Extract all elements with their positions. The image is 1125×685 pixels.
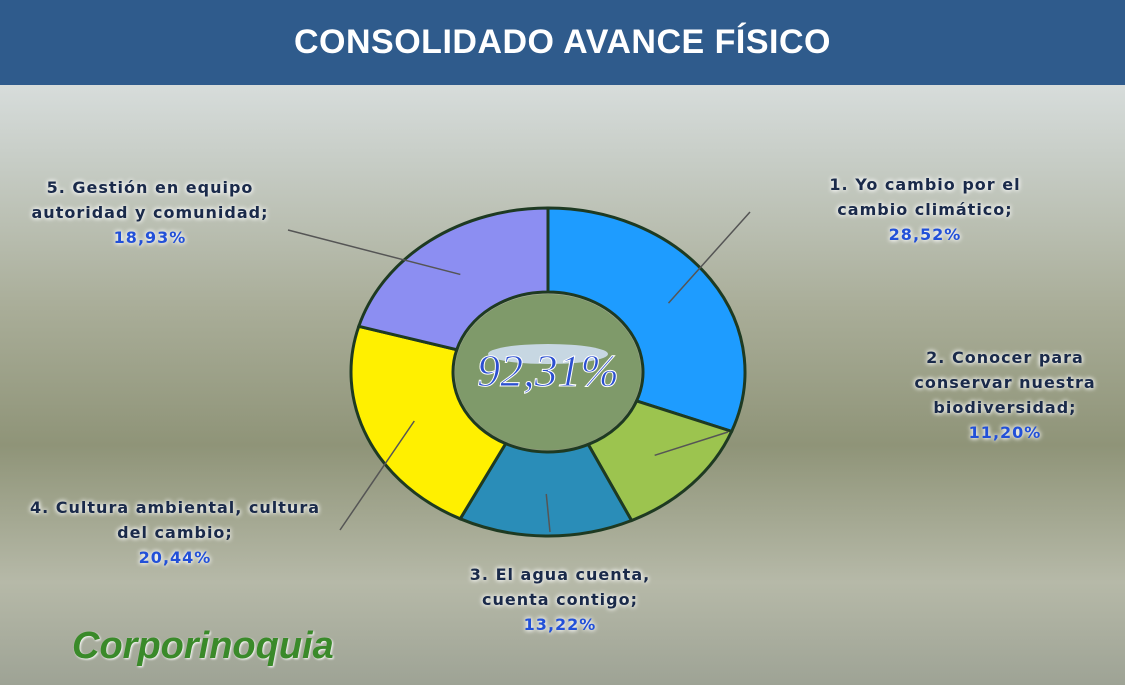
value-label: 20,44% — [30, 545, 320, 570]
segment-label: 4. Cultura ambiental, cultura del cambio… — [30, 495, 320, 570]
slide: CONSOLIDADO AVANCE FÍSICO 92,31% Corpori… — [0, 0, 1125, 685]
value-label: 28,52% — [795, 222, 1055, 247]
center-label: 92,31% — [477, 345, 619, 396]
segment-label: 2. Conocer para conservar nuestra biodiv… — [890, 345, 1120, 445]
category-label: 3. El agua cuenta, cuenta contigo; — [440, 562, 680, 612]
value-label: 13,22% — [440, 612, 680, 637]
segment-label: 5. Gestión en equipo autoridad y comunid… — [20, 175, 280, 250]
segment-label: 3. El agua cuenta, cuenta contigo;13,22% — [440, 562, 680, 637]
value-label: 11,20% — [890, 420, 1120, 445]
category-label: 5. Gestión en equipo autoridad y comunid… — [20, 175, 280, 225]
segment-label: 1. Yo cambio por el cambio climático;28,… — [795, 172, 1055, 247]
logo: Corporinoquia — [72, 625, 334, 668]
category-label: 2. Conocer para conservar nuestra biodiv… — [890, 345, 1120, 420]
value-label: 18,93% — [20, 225, 280, 250]
category-label: 1. Yo cambio por el cambio climático; — [795, 172, 1055, 222]
category-label: 4. Cultura ambiental, cultura del cambio… — [30, 495, 320, 545]
